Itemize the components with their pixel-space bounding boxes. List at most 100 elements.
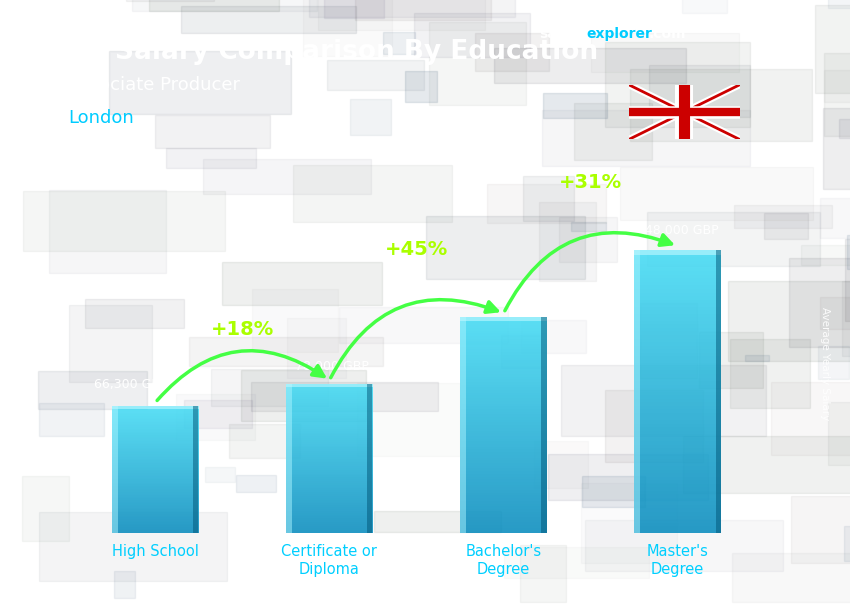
Bar xyxy=(286,442,373,444)
Bar xyxy=(111,525,199,527)
Bar xyxy=(286,402,373,405)
Bar xyxy=(111,449,199,451)
Bar xyxy=(634,367,722,370)
Bar xyxy=(126,0,213,1)
Bar xyxy=(732,553,850,602)
Bar xyxy=(716,250,721,533)
Bar xyxy=(634,406,722,410)
Bar xyxy=(640,303,697,378)
Bar xyxy=(649,65,751,117)
Bar xyxy=(460,455,547,458)
Text: Associate Producer: Associate Producer xyxy=(68,76,240,94)
Bar xyxy=(585,521,784,571)
Bar xyxy=(286,395,373,397)
Bar xyxy=(324,0,383,18)
Bar xyxy=(286,479,373,481)
Bar xyxy=(286,494,373,496)
Bar xyxy=(460,506,547,509)
Bar xyxy=(286,462,373,464)
Bar xyxy=(460,350,547,352)
Bar xyxy=(502,335,541,368)
Bar xyxy=(111,528,199,530)
Bar xyxy=(309,0,515,17)
Bar xyxy=(460,396,547,398)
Bar xyxy=(286,451,373,453)
Bar xyxy=(634,278,722,282)
Bar xyxy=(460,496,547,498)
Bar xyxy=(111,516,199,518)
Bar xyxy=(111,428,199,430)
Bar xyxy=(460,363,547,365)
Bar xyxy=(241,370,366,421)
Bar xyxy=(634,289,722,293)
Bar xyxy=(111,473,199,474)
Bar xyxy=(460,325,547,328)
Bar xyxy=(286,453,373,455)
Bar xyxy=(111,438,199,440)
Bar xyxy=(111,413,199,415)
Bar xyxy=(286,502,373,504)
Bar xyxy=(634,410,722,413)
Bar xyxy=(571,222,606,231)
Bar xyxy=(634,462,722,466)
Bar xyxy=(634,484,722,487)
Bar xyxy=(39,512,227,581)
Bar xyxy=(111,454,199,456)
Bar xyxy=(149,0,279,11)
Bar xyxy=(111,415,199,416)
Bar xyxy=(112,407,118,533)
Bar xyxy=(460,317,547,321)
Bar xyxy=(634,271,722,275)
Bar xyxy=(111,513,199,514)
Bar xyxy=(286,500,373,502)
Bar xyxy=(339,307,508,343)
Bar xyxy=(286,412,373,414)
Bar xyxy=(286,485,373,487)
Bar xyxy=(235,475,276,492)
Bar xyxy=(286,461,373,462)
Bar xyxy=(286,405,373,407)
Bar xyxy=(460,498,547,501)
Bar xyxy=(460,525,547,528)
Bar xyxy=(460,328,547,330)
Bar xyxy=(634,250,640,533)
Bar xyxy=(460,474,547,476)
Bar xyxy=(110,51,292,115)
Bar xyxy=(460,352,547,355)
Bar xyxy=(460,382,547,385)
Bar xyxy=(634,391,722,395)
Bar xyxy=(634,473,722,477)
Bar xyxy=(111,453,199,454)
Bar xyxy=(591,33,740,73)
Bar xyxy=(111,440,199,441)
Bar xyxy=(111,424,199,425)
Bar xyxy=(460,482,547,485)
Bar xyxy=(111,470,199,471)
Bar xyxy=(474,33,549,71)
Bar xyxy=(634,339,722,342)
Bar xyxy=(286,478,373,479)
Bar xyxy=(286,449,373,451)
Bar xyxy=(286,390,373,391)
Bar xyxy=(383,32,416,55)
Bar xyxy=(460,490,547,493)
Bar xyxy=(460,509,547,511)
Bar xyxy=(634,477,722,480)
Bar xyxy=(460,379,547,382)
Bar xyxy=(460,422,547,425)
Bar xyxy=(286,384,292,533)
Bar xyxy=(229,424,300,458)
Bar xyxy=(543,93,607,118)
Bar xyxy=(460,404,547,406)
Bar xyxy=(286,514,373,516)
Bar xyxy=(772,382,850,455)
Bar xyxy=(534,441,588,488)
Bar xyxy=(634,487,722,491)
Bar xyxy=(286,427,373,429)
Bar xyxy=(111,457,199,459)
Bar xyxy=(374,511,501,532)
Bar xyxy=(286,384,373,386)
Bar xyxy=(111,494,199,495)
Bar xyxy=(286,408,373,410)
Bar xyxy=(111,510,199,511)
